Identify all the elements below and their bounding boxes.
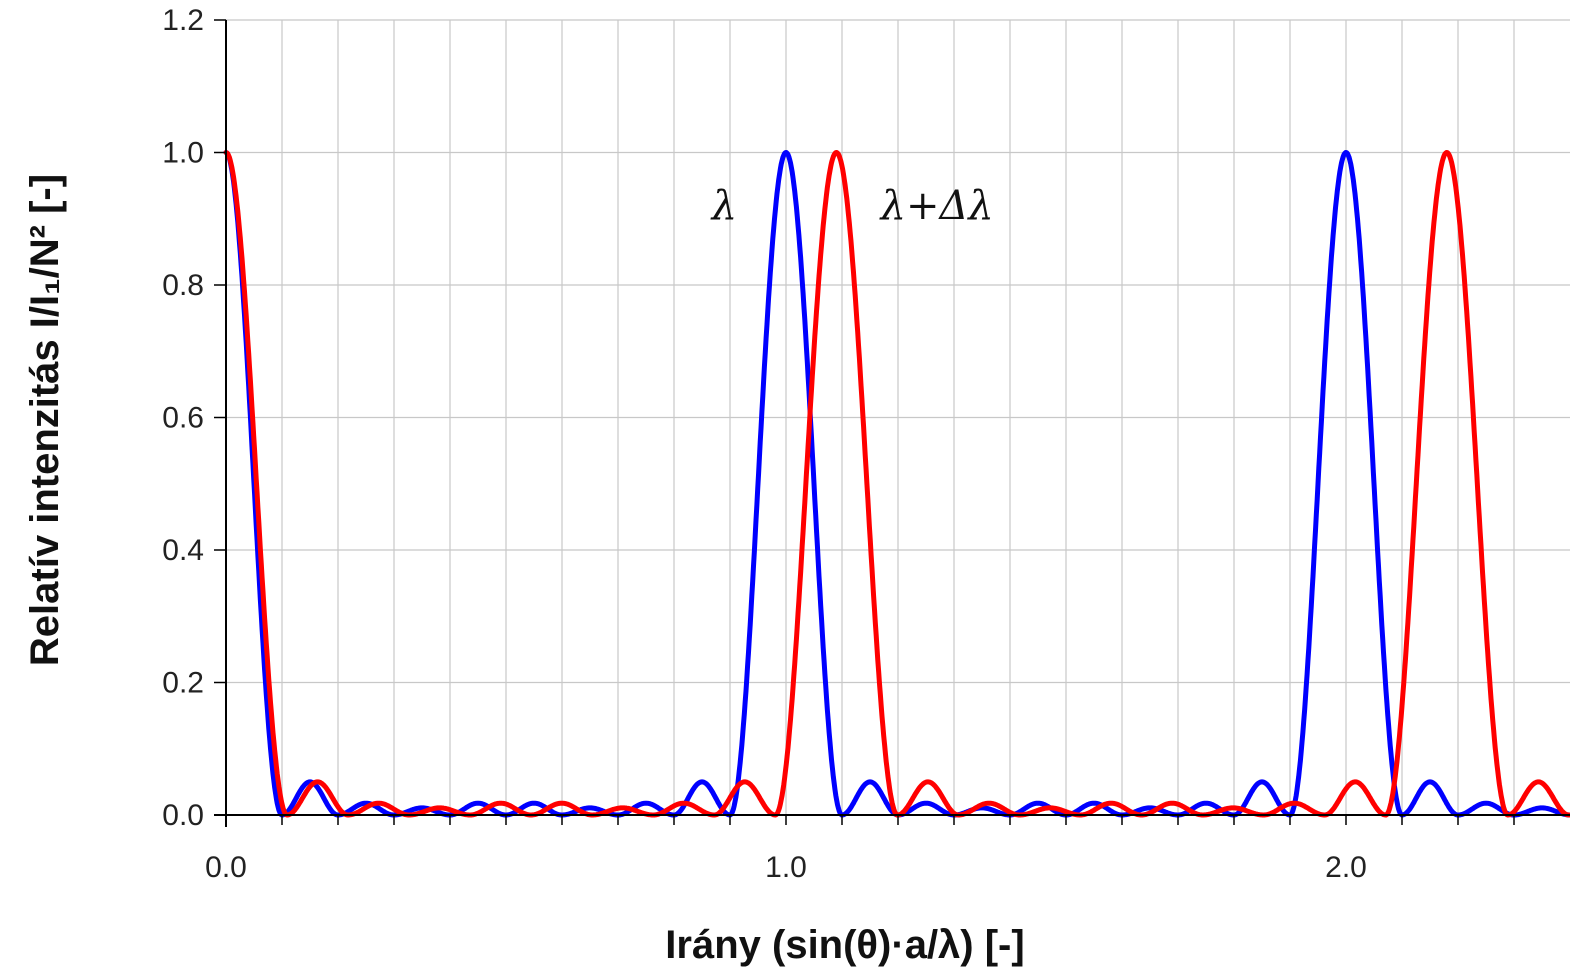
y-tick-label: 0.2 bbox=[162, 667, 204, 700]
annotation-label-0: λ bbox=[710, 183, 737, 229]
y-tick-label: 1.2 bbox=[162, 4, 204, 37]
grid-layer bbox=[226, 19, 1570, 815]
tick-labels: 0.0 0.2 0.4 0.6 0.8 1.0 1.2 0.0 1.0 2.0 bbox=[162, 4, 1367, 884]
y-axis-title: Relatív intenzitás I/I₁/N² [-] bbox=[23, 174, 67, 666]
y-tick-label: 0.4 bbox=[162, 534, 204, 567]
y-tick-label: 0.8 bbox=[162, 269, 204, 302]
y-tick-label: 1.0 bbox=[162, 137, 204, 170]
x-tick-label: 0.0 bbox=[205, 851, 247, 884]
x-axis-title: Irány (sin(θ)·a/λ) [-] bbox=[665, 923, 1024, 967]
y-tick-label: 0.6 bbox=[162, 402, 204, 435]
annotation-label-1: λ+Δλ bbox=[879, 183, 994, 229]
y-tick-label: 0.0 bbox=[162, 799, 204, 832]
x-tick-label: 1.0 bbox=[765, 851, 807, 884]
annotations: λ λ+Δλ bbox=[710, 183, 994, 229]
axes-layer bbox=[214, 19, 1570, 827]
x-tick-label: 2.0 bbox=[1325, 851, 1367, 884]
